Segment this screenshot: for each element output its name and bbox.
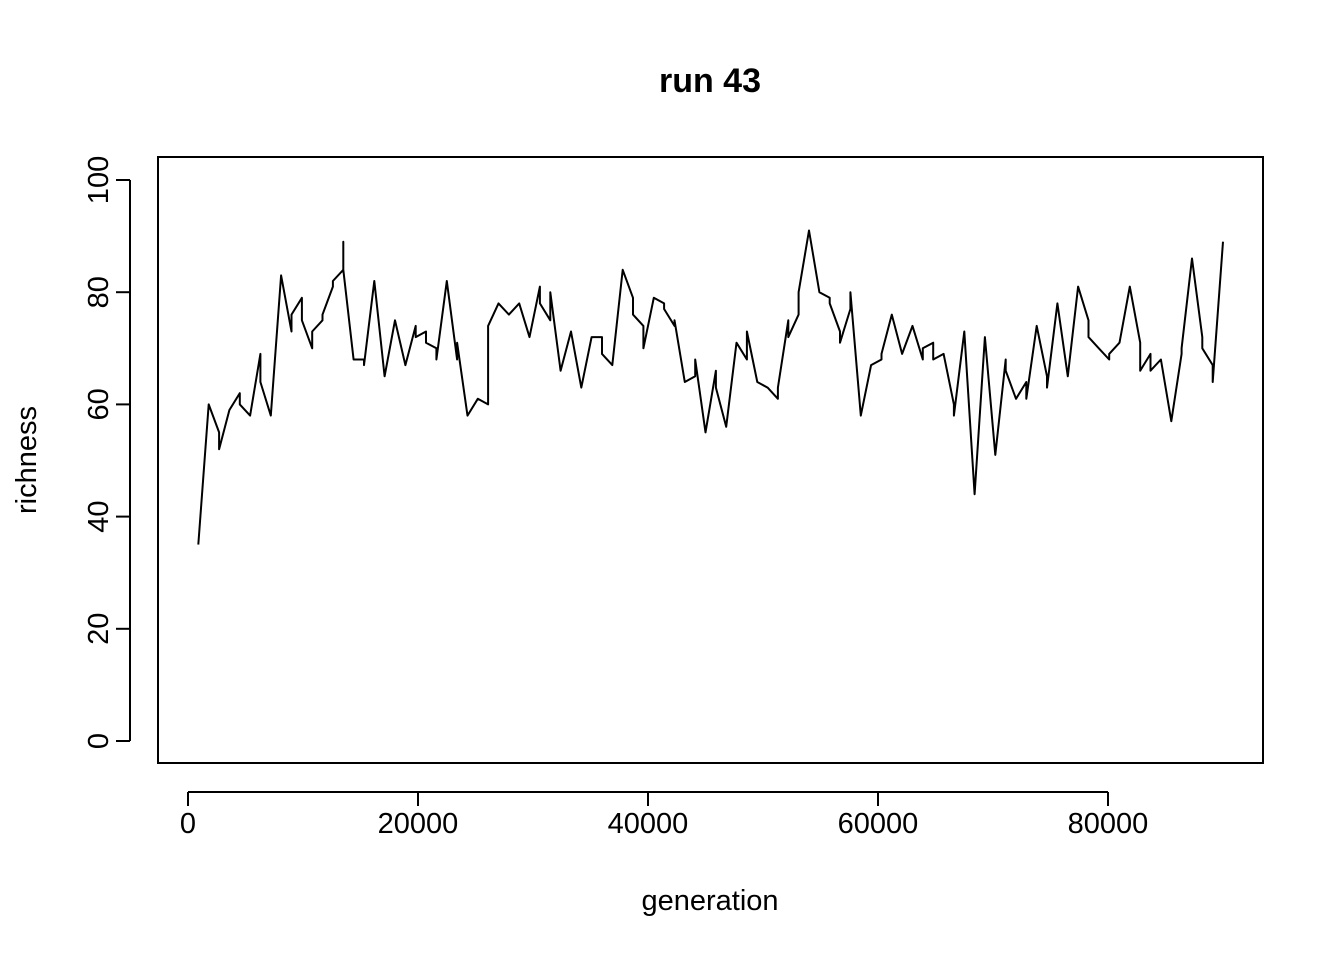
x-tick-label: 60000 [838,808,919,840]
x-tick-label: 0 [180,808,196,840]
y-tick-label: 100 [83,156,115,204]
x-axis-ticks: 0 20000 40000 60000 80000 [180,792,1148,840]
y-tick-label: 0 [83,733,115,749]
plot-frame [157,156,1264,764]
y-axis-label: richness [11,406,43,514]
x-axis-label: generation [641,885,778,917]
y-tick-label: 80 [83,276,115,308]
series-line [197,229,1224,545]
x-tick-label: 20000 [378,808,459,840]
y-tick-label: 40 [83,500,115,532]
y-axis-ticks: 0 20 40 60 80 100 [83,156,130,749]
series-layer [197,229,1224,545]
x-tick-label: 40000 [608,808,689,840]
y-tick-label: 60 [83,388,115,420]
chart-title: run 43 [659,62,761,100]
y-tick-label: 20 [83,613,115,645]
x-tick-label: 80000 [1068,808,1149,840]
